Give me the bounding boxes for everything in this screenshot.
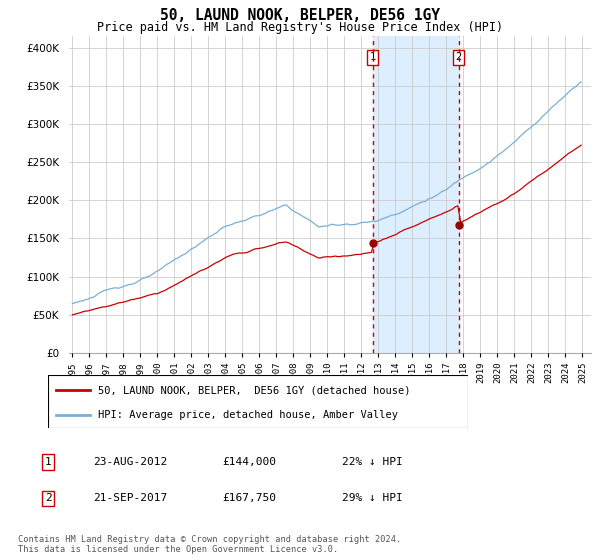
Text: 1: 1: [44, 457, 52, 467]
Text: £144,000: £144,000: [222, 457, 276, 467]
Text: 2: 2: [455, 52, 462, 62]
Text: 50, LAUND NOOK, BELPER, DE56 1GY: 50, LAUND NOOK, BELPER, DE56 1GY: [160, 8, 440, 24]
Text: Contains HM Land Registry data © Crown copyright and database right 2024.
This d: Contains HM Land Registry data © Crown c…: [18, 535, 401, 554]
Text: 23-AUG-2012: 23-AUG-2012: [93, 457, 167, 467]
Text: 22% ↓ HPI: 22% ↓ HPI: [342, 457, 403, 467]
Text: Price paid vs. HM Land Registry's House Price Index (HPI): Price paid vs. HM Land Registry's House …: [97, 21, 503, 34]
Text: 50, LAUND NOOK, BELPER,  DE56 1GY (detached house): 50, LAUND NOOK, BELPER, DE56 1GY (detach…: [98, 385, 411, 395]
Text: 2: 2: [44, 493, 52, 503]
Text: 1: 1: [370, 52, 376, 62]
Text: 29% ↓ HPI: 29% ↓ HPI: [342, 493, 403, 503]
Text: HPI: Average price, detached house, Amber Valley: HPI: Average price, detached house, Ambe…: [98, 410, 398, 420]
Text: 21-SEP-2017: 21-SEP-2017: [93, 493, 167, 503]
Bar: [373, 36, 459, 353]
Text: £167,750: £167,750: [222, 493, 276, 503]
